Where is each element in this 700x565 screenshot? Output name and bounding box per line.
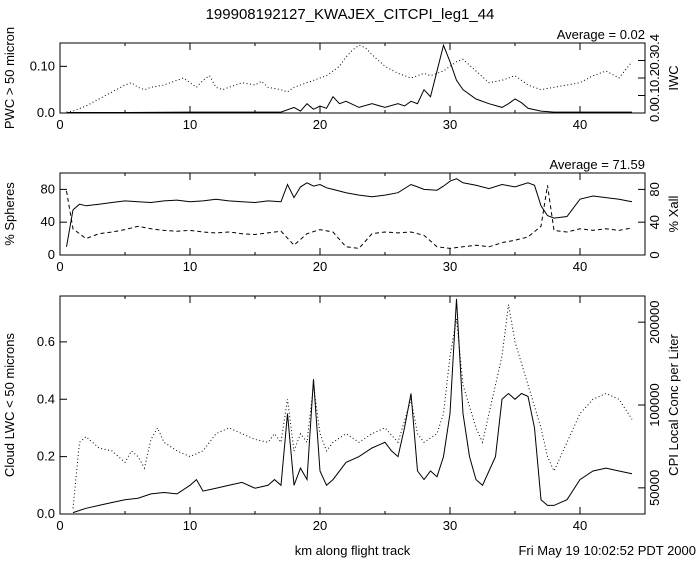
x-tick-label: 0 <box>56 518 63 533</box>
left-axis-title: % Spheres <box>2 182 17 246</box>
chart-pwc-iwc: Average = 0.020 10 20 30 400.00.100.00.10.20… <box>2 27 681 132</box>
x-tick-label: 40 <box>573 259 587 274</box>
plot-frame <box>59 172 646 256</box>
x-tick-label: 20 <box>313 518 327 533</box>
y-tick-label: 0.1 <box>647 86 662 104</box>
x-axis: 0 10 20 30 40 <box>56 43 646 132</box>
y-tick-label: 80 <box>647 182 662 196</box>
y-tick-label: 0.0 <box>37 506 55 521</box>
series-xall-dashed <box>66 185 633 249</box>
plot-title: 199908192127_KWAJEX_CITCPI_leg1_44 <box>205 6 495 23</box>
y-tick-label: 0.4 <box>37 391 55 406</box>
x-tick-label: 30 <box>443 259 457 274</box>
y-tick-label: 0 <box>48 247 55 262</box>
plot-frame <box>59 42 646 114</box>
y-tick-label: 0.4 <box>647 34 662 52</box>
y-tick-label: 0.3 <box>647 51 662 69</box>
x-tick-label: 30 <box>443 518 457 533</box>
x-tick-label: 10 <box>183 518 197 533</box>
series-cpi-conc-dotted <box>72 304 633 509</box>
average-annotation: Average = 0.02 <box>557 27 645 42</box>
y-axis-right: 0 40 80 <box>638 182 662 259</box>
y-axis-left: 0 40 80 <box>41 181 67 262</box>
y-tick-label: 200000 <box>647 300 662 343</box>
series-cloud-lwc-solid <box>72 298 633 514</box>
right-axis-title: % Xall <box>666 195 681 232</box>
y-tick-label: 80 <box>41 181 55 196</box>
x-tick-label: 40 <box>573 117 587 132</box>
left-axis-title: Cloud LWC < 50 microns <box>2 333 17 477</box>
y-tick-label: 50000 <box>647 470 662 506</box>
y-tick-label: 0.0 <box>647 104 662 122</box>
x-tick-label: 10 <box>183 259 197 274</box>
left-axis-title: PWC > 50 micron <box>2 27 17 129</box>
y-axis-right: 50000 100000 200000 <box>638 300 662 506</box>
y-axis-right: 0.00.10.20.30.4 <box>638 34 662 122</box>
y-tick-label: 40 <box>41 214 55 229</box>
y-axis-left: 0.0 0.2 0.4 0.6 <box>37 334 67 521</box>
x-axis: 0 10 20 30 40 <box>56 173 646 274</box>
footer: km along flight track Fri May 19 10:02:5… <box>0 538 700 565</box>
y-tick-label: 0.6 <box>37 334 55 349</box>
x-tick-label: 40 <box>573 518 587 533</box>
y-tick-label: 0.2 <box>647 69 662 87</box>
x-tick-label: 0 <box>56 259 63 274</box>
series-pwc-solid <box>66 43 632 113</box>
y-tick-label: 100000 <box>647 383 662 426</box>
x-tick-label: 30 <box>443 117 457 132</box>
series-spheres-solid <box>66 178 633 247</box>
y-axis-left: 0.0 0.10 <box>30 58 67 120</box>
timestamp: Fri May 19 10:02:52 PDT 2000 <box>518 543 696 558</box>
right-axis-title: IWC <box>666 65 681 90</box>
y-tick-label: 0.2 <box>37 449 55 464</box>
chart-spheres-xall: Average = 71.59 0 10 20 30 40 0 40 80 0 40 80 % Sphe… <box>2 157 681 274</box>
average-annotation: Average = 71.59 <box>549 157 645 172</box>
right-axis-title: CPI Local Conc per Liter <box>666 334 681 476</box>
x-tick-label: 0 <box>56 117 63 132</box>
x-tick-label: 20 <box>313 117 327 132</box>
y-tick-label: 40 <box>647 215 662 229</box>
x-tick-label: 20 <box>313 259 327 274</box>
y-tick-label: 0.0 <box>37 105 55 120</box>
x-axis-title: km along flight track <box>294 543 411 558</box>
chart-lwc-cpi: 0 10 20 30 40 0.0 0.2 0.4 0.6 50000 100000 200000 Cl… <box>2 295 681 533</box>
series-iwc-dotted <box>66 44 633 113</box>
plot-frame <box>59 295 646 515</box>
y-tick-label: 0.10 <box>30 58 55 73</box>
y-tick-label: 0 <box>647 251 662 258</box>
x-tick-label: 10 <box>183 117 197 132</box>
x-axis: 0 10 20 30 40 <box>56 296 646 533</box>
